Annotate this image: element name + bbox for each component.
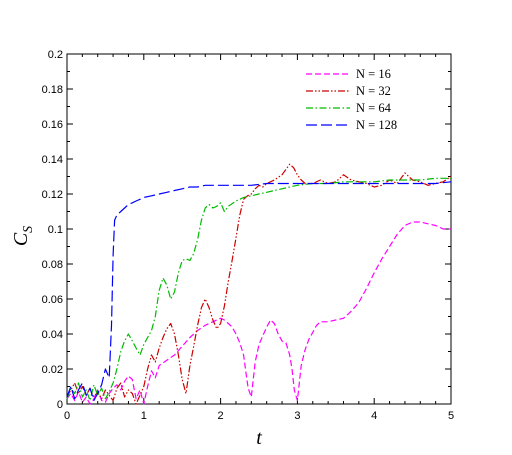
legend: N = 16 N = 32 N = 64 N = 128: [306, 67, 397, 132]
x-tick-label: 3: [294, 410, 300, 422]
y-tick-label: 0.02: [42, 364, 63, 376]
series-line-2: [66, 163, 452, 405]
x-tick-label: 1: [141, 410, 147, 422]
legend-label-4: N = 128: [356, 118, 397, 132]
x-tick-label: 5: [448, 410, 454, 422]
y-tick-label: 0.16: [42, 119, 63, 131]
y-tick-label: 0.18: [42, 84, 63, 96]
x-tick-label: 2: [218, 410, 224, 422]
y-tick-label: 0.14: [42, 154, 63, 166]
series-line-3: [66, 177, 451, 402]
legend-label-1: N = 16: [356, 67, 391, 81]
series-layer: [66, 163, 452, 405]
y-tick-label: 0.2: [48, 49, 63, 61]
series-line-1: [66, 221, 451, 405]
y-tick-label: 0.12: [42, 189, 63, 201]
y-tick-label: 0.04: [42, 329, 63, 341]
y-tick-label: 0.08: [42, 259, 63, 271]
x-tick-label: 4: [371, 410, 377, 422]
axis-ticks: 0 1 2 3 4 5 0 0.02 0.04 0.06 0.08 0.1 0.12 0.14 0.16 0.…: [42, 49, 454, 422]
legend-label-2: N = 32: [356, 84, 391, 98]
x-tick-label: 0: [64, 410, 70, 422]
plot-frame: [66, 53, 452, 405]
x-axis-title: t: [256, 427, 262, 449]
legend-label-3: N = 64: [356, 101, 392, 115]
series-line-4: [66, 181, 452, 402]
y-axis-title-main: C: [10, 232, 32, 246]
y-tick-label: 0.06: [42, 294, 63, 306]
y-tick-label: 0: [57, 399, 63, 411]
y-axis-title-subscript: S: [21, 226, 36, 233]
y-axis-title: CS: [10, 226, 36, 246]
y-tick-label: 0.1: [48, 224, 63, 236]
